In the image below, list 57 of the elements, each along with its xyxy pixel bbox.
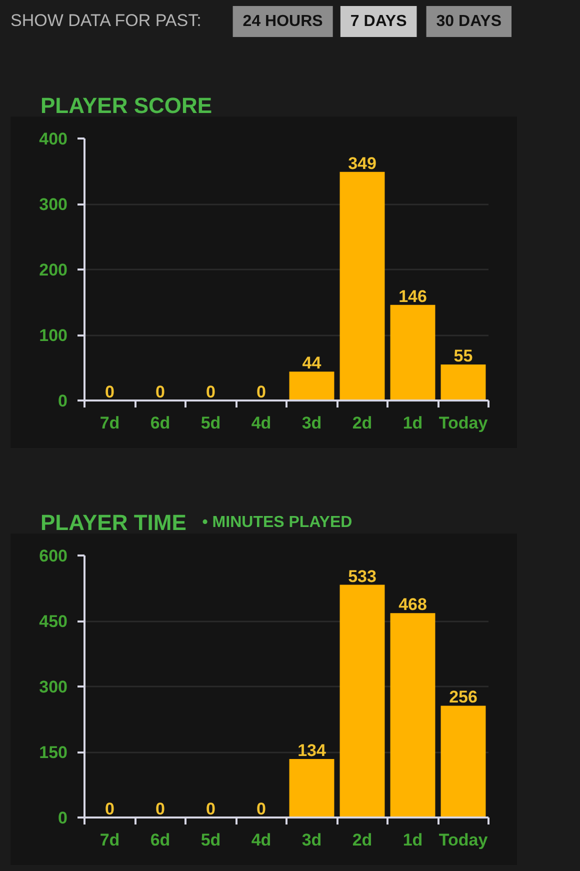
bar xyxy=(340,584,385,818)
x-tick-label: 5d xyxy=(200,414,221,432)
text: 30 DAYS xyxy=(436,13,502,30)
data-label: 256 xyxy=(449,688,478,707)
chart-subtitle: • MINUTES PLAYED xyxy=(202,514,352,531)
x-tick-label: 2d xyxy=(352,830,372,850)
bar xyxy=(390,613,436,818)
x-tick-label: 2d xyxy=(352,414,372,432)
x-tick-label: 3d xyxy=(302,830,322,850)
data-label: 0 xyxy=(206,800,216,818)
y-tick-label: 300 xyxy=(39,195,68,214)
x-tick-label: 7d xyxy=(100,830,120,850)
bar xyxy=(390,304,436,400)
x-tick-label: 4d xyxy=(251,830,272,850)
y-tick-label: 600 xyxy=(39,546,68,566)
y-tick-label: 450 xyxy=(39,612,68,631)
x-tick-label: 4d xyxy=(251,414,272,432)
bar xyxy=(440,364,486,400)
data-label: 44 xyxy=(302,354,322,373)
data-label: 0 xyxy=(256,382,266,402)
data-label: 0 xyxy=(105,382,114,402)
data-label: 533 xyxy=(348,566,376,586)
y-tick-label: 150 xyxy=(39,743,68,762)
x-tick-label: 6d xyxy=(150,830,170,850)
bar xyxy=(289,758,334,818)
bar xyxy=(440,706,486,818)
data-label: 349 xyxy=(348,154,376,173)
x-tick-label: 3d xyxy=(302,414,322,432)
x-tick-label: 1d xyxy=(402,830,423,850)
data-label: 0 xyxy=(156,382,165,402)
data-label: 0 xyxy=(156,800,165,818)
bar xyxy=(289,372,334,400)
y-tick-label: 0 xyxy=(58,808,68,828)
text: SHOW DATA FOR PAST: xyxy=(10,11,202,30)
bar xyxy=(340,172,385,400)
data-label: 0 xyxy=(105,800,114,818)
text: 24 HOURS xyxy=(242,13,324,30)
y-tick-label: 100 xyxy=(39,326,68,345)
x-tick-label: Today xyxy=(438,414,488,432)
data-label: 0 xyxy=(206,382,216,402)
data-label: 134 xyxy=(298,740,326,760)
y-tick-label: 0 xyxy=(58,392,68,410)
x-tick-label: 7d xyxy=(100,414,120,432)
data-label: 0 xyxy=(256,800,266,818)
data-label: 468 xyxy=(398,595,427,614)
y-tick-label: 300 xyxy=(39,678,68,696)
x-tick-label: 1d xyxy=(402,414,423,432)
text: 7 DAYS xyxy=(350,13,408,30)
data-label: 55 xyxy=(454,346,473,366)
x-tick-label: 5d xyxy=(200,830,221,850)
x-tick-label: 6d xyxy=(150,414,170,432)
chart-title: PLAYER TIME xyxy=(40,510,186,535)
y-tick-label: 200 xyxy=(39,260,68,280)
y-tick-label: 400 xyxy=(39,130,68,148)
data-label: 146 xyxy=(398,286,427,306)
x-tick-label: Today xyxy=(438,830,488,850)
chart-title: PLAYER SCORE xyxy=(40,93,212,118)
